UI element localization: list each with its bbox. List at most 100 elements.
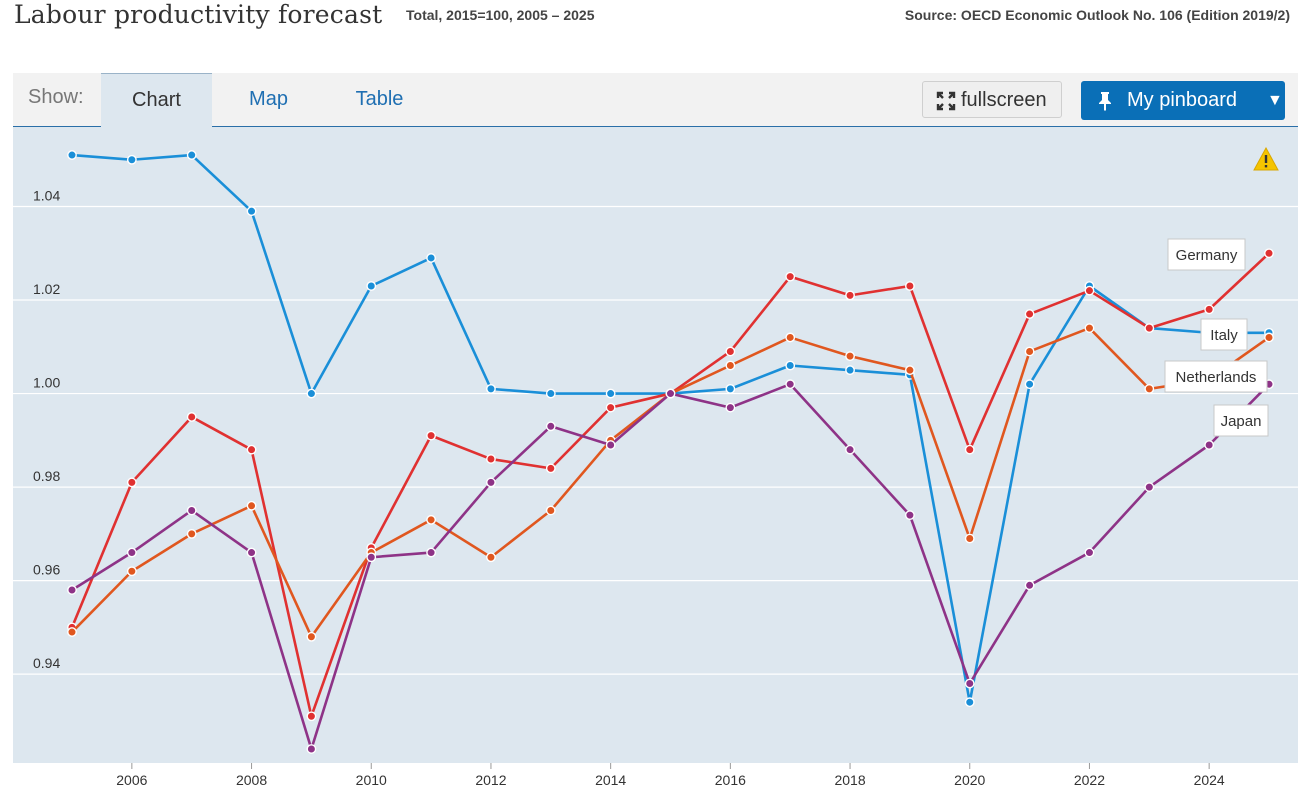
data-point-germany — [785, 271, 796, 282]
data-point-germany — [1084, 285, 1095, 296]
series-label-germany: Germany — [1176, 247, 1238, 264]
series-label-italy: Italy — [1210, 327, 1238, 344]
data-point-germany — [1144, 323, 1155, 333]
data-point-netherlands — [1264, 332, 1274, 343]
y-tick-label: 0.98 — [33, 468, 60, 484]
series-label-box-japan — [1213, 404, 1269, 437]
data-point-japan — [845, 444, 855, 455]
data-point-japan — [486, 477, 496, 488]
data-point-japan — [785, 379, 796, 390]
chart-subtitle: Total, 2015=100, 2005 – 2025 — [406, 7, 595, 23]
x-tick-label: 2006 — [116, 772, 147, 788]
x-tick-label: 2022 — [1074, 772, 1105, 788]
series-label-netherlands: Netherlands — [1176, 369, 1257, 386]
data-point-germany — [1204, 304, 1215, 315]
x-tick-label: 2012 — [475, 772, 506, 788]
data-point-japan — [545, 421, 556, 432]
data-point-japan — [426, 547, 436, 558]
y-tick-label: 1.00 — [33, 375, 60, 391]
data-point-japan — [1204, 440, 1215, 450]
x-tick-label: 2014 — [595, 772, 626, 788]
data-point-netherlands — [67, 627, 77, 637]
data-point-italy — [126, 154, 137, 165]
pin-icon — [1099, 92, 1111, 111]
data-point-germany — [1264, 248, 1274, 259]
source-note: Source: OECD Economic Outlook No. 106 (E… — [904, 7, 1290, 23]
data-point-germany — [845, 290, 855, 301]
data-point-italy — [306, 388, 317, 399]
data-point-netherlands — [545, 505, 556, 516]
series-line-japan — [71, 382, 1270, 751]
data-point-japan — [306, 744, 317, 754]
data-point-italy — [785, 360, 796, 371]
data-point-netherlands — [845, 351, 855, 362]
data-point-italy — [964, 697, 975, 708]
data-point-japan — [964, 678, 975, 689]
data-point-japan — [126, 547, 137, 558]
data-point-netherlands — [1144, 383, 1155, 394]
series-line-netherlands — [71, 326, 1270, 639]
data-point-netherlands — [126, 566, 137, 577]
expand-arrows-icon — [936, 91, 956, 111]
data-point-italy — [1024, 379, 1035, 390]
data-point-netherlands — [725, 360, 736, 371]
y-tick-label: 1.04 — [33, 188, 60, 204]
data-point-germany — [1024, 309, 1035, 319]
data-point-germany — [605, 402, 616, 413]
data-point-netherlands — [246, 500, 257, 511]
series-line-germany — [70, 252, 1270, 718]
data-point-germany — [186, 412, 197, 422]
tab-map[interactable]: Map — [249, 88, 288, 110]
warning-triangle-icon[interactable] — [1253, 147, 1279, 171]
x-tick-label: 2020 — [954, 772, 985, 788]
data-point-netherlands — [186, 528, 197, 539]
data-point-japan — [1024, 580, 1035, 591]
data-point-italy — [246, 206, 257, 217]
data-point-japan — [246, 547, 257, 558]
data-point-japan — [605, 440, 616, 450]
series-label-box-netherlands — [1164, 360, 1268, 393]
data-point-japan — [1144, 482, 1155, 492]
data-point-italy — [67, 150, 77, 160]
series-label-box-italy — [1200, 318, 1248, 351]
tab-table[interactable]: Table — [355, 88, 404, 110]
tab-chart[interactable]: Chart — [101, 73, 212, 127]
data-point-germany — [426, 430, 436, 441]
data-point-italy — [366, 281, 377, 291]
view-toolbar: Show: Chart Map Table fullscreen My pinb… — [13, 73, 1298, 127]
series-label-japan: Japan — [1221, 413, 1262, 430]
data-point-germany — [486, 454, 496, 464]
fullscreen-button[interactable]: fullscreen — [922, 81, 1062, 118]
data-point-italy — [845, 365, 855, 376]
page-title: Labour productivity forecast — [14, 0, 383, 29]
series-line-italy — [71, 153, 1269, 704]
data-point-germany — [126, 477, 137, 488]
data-point-netherlands — [785, 332, 796, 343]
x-tick-label: 2024 — [1194, 772, 1225, 788]
data-point-italy — [545, 388, 556, 399]
line-chart: 0.94 0.96 0.98 1.00 1.02 1.04 2006 2008 2010 2012… — [13, 150, 1298, 788]
data-point-italy — [186, 150, 197, 160]
data-point-netherlands — [964, 533, 975, 544]
data-point-japan — [665, 388, 676, 399]
my-pinboard-button[interactable]: My pinboard ▼ — [1081, 81, 1285, 120]
data-point-japan — [366, 552, 377, 563]
data-point-japan — [67, 585, 77, 595]
y-tick-label: 0.94 — [33, 655, 60, 671]
data-point-italy — [605, 388, 616, 399]
data-point-netherlands — [905, 365, 915, 376]
data-point-italy — [426, 253, 436, 263]
data-point-germany — [725, 346, 736, 357]
chevron-down-icon: ▼ — [1267, 92, 1283, 109]
show-label: Show: — [28, 86, 84, 108]
data-point-netherlands — [486, 552, 496, 563]
data-point-netherlands — [306, 631, 317, 642]
data-point-germany — [964, 444, 975, 455]
data-point-netherlands — [1084, 323, 1095, 333]
pinboard-label: My pinboard — [1127, 89, 1238, 111]
data-point-netherlands — [426, 514, 436, 525]
data-point-japan — [186, 505, 197, 516]
data-point-japan — [1084, 547, 1095, 558]
chart-area: 0.94 0.96 0.98 1.00 1.02 1.04 2006 2008 2010 2012… — [13, 127, 1298, 788]
data-point-japan — [725, 402, 736, 413]
